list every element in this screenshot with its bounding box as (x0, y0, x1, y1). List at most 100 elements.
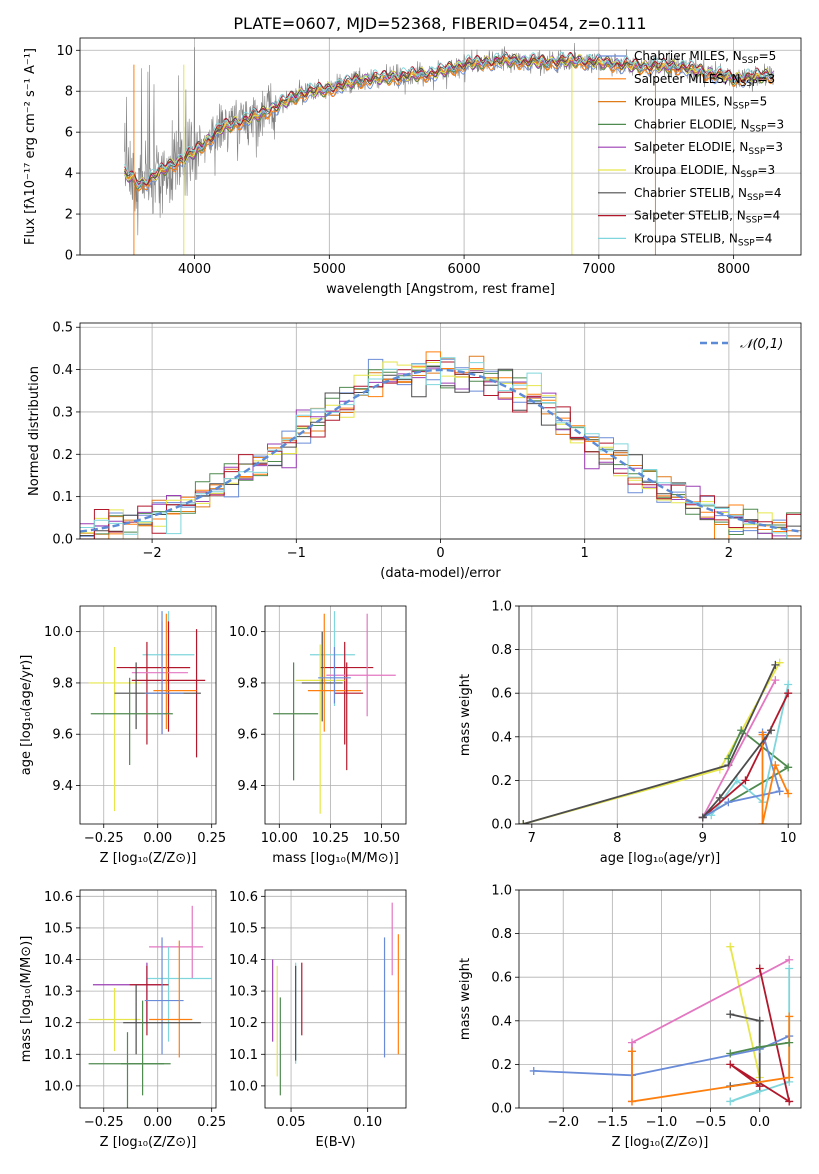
gridlines (80, 606, 216, 824)
legend-entry: Kroupa STELIB, NSSP=4 (634, 231, 772, 248)
x-axis-label: age [log₁₀(age/yr)] (600, 851, 721, 866)
axes-frame (518, 889, 802, 1109)
y-tick-label: 10.0 (229, 625, 258, 640)
errorbar (301, 631, 343, 722)
weight-marker (698, 813, 707, 822)
y-tick-label: 10.4 (44, 953, 73, 968)
errorbar (88, 1032, 171, 1108)
x-tick-label: −0.5 (695, 1115, 727, 1130)
errorbar (88, 987, 141, 1052)
y-tick-label: 0.0 (491, 818, 512, 833)
weight-line (631, 1016, 791, 1103)
x-tick-label: 4000 (178, 262, 211, 277)
plot-area (273, 611, 396, 814)
figure-title: PLATE=0607, MJD=52368, FIBERID=0454, z=0… (233, 14, 646, 33)
y-tick-label: 1.0 (491, 600, 512, 615)
weight-line (702, 729, 772, 819)
legend-entry: Chabrier ELODIE, NSSP=3 (634, 117, 784, 134)
gridlines (80, 890, 216, 1108)
weight-marker (737, 726, 746, 735)
legend-entry: Salpeter STELIB, NSSP=4 (634, 209, 780, 226)
panel-mass-vs-Z: −0.25 0.00 0.25 10.0 10.1 10.2 10.3 10.4 10.5 10.… (19, 889, 226, 1150)
x-tick-label: 9 (699, 831, 707, 846)
y-tick-label: 0.6 (491, 971, 512, 986)
weight-marker (785, 1038, 794, 1047)
panel-weight-vs-age: 7 8 9 10 0.0 0.2 0.4 0.6 0.8 1.0 age [log₁₀(age/yr… (458, 600, 802, 866)
errorbar (88, 647, 141, 812)
x-tick-label: −0.25 (84, 831, 124, 846)
y-tick-label: 8 (65, 85, 73, 100)
weight-marker (784, 789, 793, 798)
axes-frame (264, 605, 407, 825)
errorbar (309, 611, 355, 707)
gridlines (265, 606, 406, 824)
weight-line (702, 728, 790, 819)
x-tick-label: −2.0 (547, 1115, 579, 1130)
weight-marker (529, 1066, 538, 1075)
y-tick-label: 0.4 (491, 730, 512, 745)
plot-area (519, 658, 793, 824)
weight-marker (758, 730, 767, 739)
y-tick-label: 10.4 (229, 953, 258, 968)
gridlines (265, 890, 406, 1108)
x-tick-label: 0.0 (749, 1115, 770, 1130)
y-tick-label: 9.6 (52, 728, 73, 743)
weight-line (710, 684, 790, 816)
x-axis-label: E(B-V) (315, 1135, 355, 1150)
weight-marker (755, 964, 764, 973)
weight-marker (627, 1047, 636, 1056)
y-tick-label: 0.0 (491, 1102, 512, 1117)
axes-frame (79, 605, 217, 825)
x-tick-label: 7 (528, 831, 536, 846)
y-tick-label: 10.5 (44, 921, 73, 936)
x-tick-label: 1 (581, 546, 589, 561)
y-tick-label: 6 (65, 126, 73, 141)
weight-marker (726, 1097, 735, 1106)
x-tick-label: 0.00 (143, 831, 172, 846)
y-tick-label: 10.0 (229, 1079, 258, 1094)
y-tick-label: 9.6 (237, 728, 258, 743)
y-tick-label: 10.2 (44, 1016, 73, 1031)
x-tick-label: 8000 (717, 262, 750, 277)
x-tick-label: 10 (780, 831, 797, 846)
x-tick-label: 10.00 (261, 831, 298, 846)
y-tick-label: 10.6 (44, 890, 73, 905)
y-tick-label: 0.2 (52, 448, 73, 463)
weight-marker (785, 955, 794, 964)
x-tick-label: 2 (725, 546, 733, 561)
panel-age-vs-Z: −0.25 0.00 0.25 9.4 9.6 9.8 10.0 Z [log₁₀(Z/Z⊙)… (19, 605, 226, 866)
x-axis-label: Z [log₁₀(Z/Z⊙)] (100, 1135, 197, 1150)
legend-entry: Kroupa MILES, NSSP=5 (634, 95, 767, 112)
y-tick-label: 2 (65, 208, 73, 223)
weight-marker (726, 942, 735, 951)
weight-marker (771, 660, 780, 669)
x-axis-label: mass [log₁₀(M/M⊙)] (272, 851, 399, 866)
x-tick-label: 0.10 (353, 1115, 382, 1130)
x-tick-label: 10.50 (363, 831, 400, 846)
model-spectrum-line (124, 51, 775, 187)
y-tick-label: 10.0 (44, 625, 73, 640)
weight-marker (784, 763, 793, 772)
weight-marker (785, 1073, 794, 1082)
weight-marker (755, 1016, 764, 1025)
weight-marker (767, 726, 776, 735)
x-tick-label: −0.25 (84, 1115, 124, 1130)
y-tick-label: 10.1 (44, 1048, 73, 1063)
model-spectrum-line (124, 51, 775, 186)
weight-marker (724, 798, 733, 807)
legend-entry: Salpeter ELODIE, NSSP=3 (634, 140, 783, 157)
gridlines (519, 605, 801, 825)
panel-spectrum: Chabrier MILES, NSSP=5 Salpeter MILES, NS… (23, 37, 802, 297)
y-tick-label: 10.0 (44, 1079, 73, 1094)
errorbar (131, 621, 188, 735)
y-tick-label: 0.2 (491, 774, 512, 789)
weight-line (729, 946, 761, 1078)
legend: Chabrier MILES, NSSP=5 Salpeter MILES, NS… (598, 49, 784, 248)
errorbar (295, 644, 345, 814)
weight-marker (724, 754, 733, 763)
weight-line (702, 732, 781, 819)
plot-area (529, 942, 794, 1106)
y-tick-label: 0.5 (52, 321, 73, 336)
x-tick-label: 8 (613, 831, 621, 846)
